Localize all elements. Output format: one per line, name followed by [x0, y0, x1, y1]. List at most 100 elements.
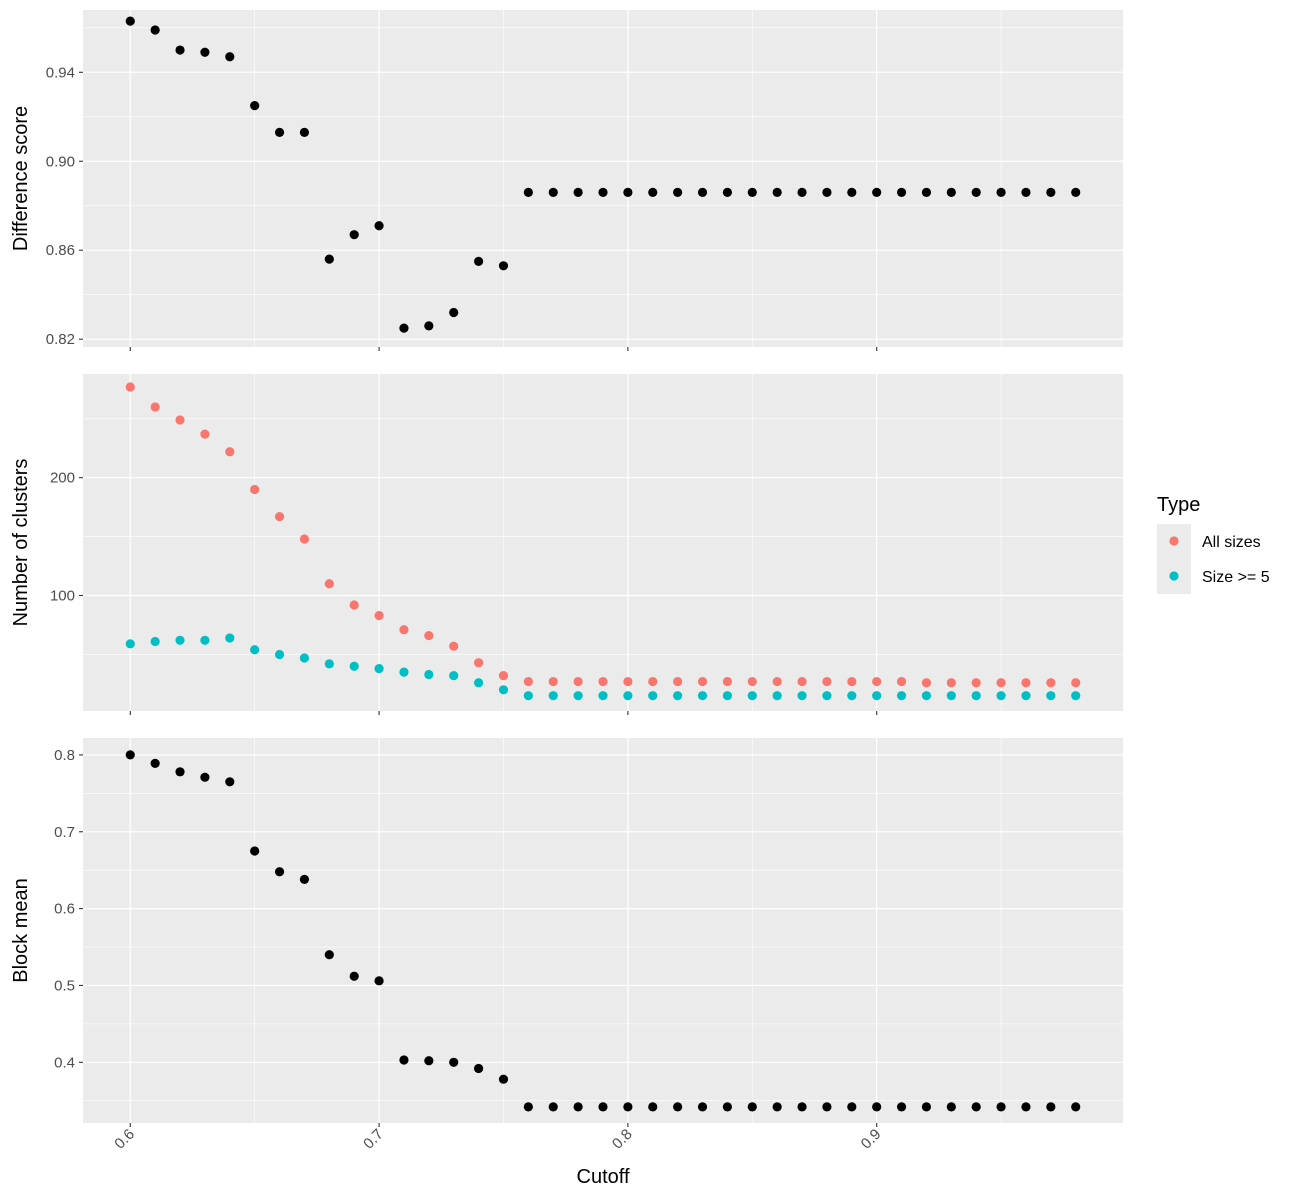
- series-1: [125, 16, 1081, 333]
- x-tick-label: 0.8: [609, 1126, 636, 1153]
- data-point: [946, 1102, 956, 1112]
- y-tick-label: 0.82: [46, 331, 75, 348]
- data-point: [623, 187, 633, 198]
- data-point: [125, 16, 135, 26]
- panel-background: [83, 10, 1123, 347]
- data-point: [274, 649, 285, 660]
- data-point: [374, 663, 384, 674]
- data-point: [946, 678, 956, 688]
- data-point: [299, 127, 310, 137]
- data-point: [598, 676, 608, 687]
- data-point: [1021, 678, 1031, 688]
- data-point: [1021, 187, 1031, 198]
- data-point: [598, 1102, 608, 1112]
- data-point: [573, 187, 583, 198]
- data-point: [250, 484, 260, 495]
- series-1: [125, 382, 1081, 688]
- chart-panels: 0.82 0.86 0.90 0.94 Difference score 100 200 Nu…: [10, 10, 1123, 1153]
- y-tick-label: 0.94: [46, 64, 75, 81]
- data-point: [449, 641, 459, 651]
- legend-key-all-sizes: [1169, 536, 1179, 546]
- data-point: [349, 230, 359, 240]
- data-point: [274, 511, 285, 522]
- data-point: [697, 187, 708, 198]
- data-point: [349, 661, 359, 671]
- data-point: [946, 691, 956, 701]
- data-point: [822, 1102, 832, 1112]
- y-tick-label: 0.6: [54, 901, 75, 918]
- data-point: [996, 691, 1006, 701]
- legend-key-background: [1157, 524, 1191, 594]
- data-point: [473, 678, 484, 688]
- y-tick-label: 0.7: [54, 824, 75, 841]
- data-point: [921, 187, 932, 198]
- data-point: [648, 187, 658, 198]
- data-point: [449, 307, 459, 318]
- data-point: [673, 1102, 683, 1112]
- data-point: [299, 534, 310, 544]
- data-point: [872, 676, 882, 687]
- data-point: [822, 691, 832, 701]
- data-point: [722, 691, 733, 701]
- data-point: [1046, 691, 1056, 701]
- data-point: [150, 758, 160, 768]
- data-point: [250, 846, 260, 856]
- data-point: [996, 1102, 1006, 1112]
- data-point: [772, 691, 782, 701]
- data-point: [722, 1102, 733, 1112]
- data-point: [200, 429, 210, 439]
- data-point: [399, 625, 409, 635]
- data-point: [374, 221, 384, 231]
- data-point: [324, 659, 334, 669]
- y-axis-title: Number of clusters: [10, 459, 32, 627]
- data-point: [673, 676, 683, 687]
- data-point: [648, 1102, 658, 1112]
- data-point: [498, 671, 509, 681]
- data-point: [847, 1102, 857, 1112]
- data-point: [872, 691, 882, 701]
- series-2: [125, 633, 1081, 701]
- data-point: [921, 678, 932, 688]
- data-point: [1046, 678, 1056, 688]
- data-point: [1046, 1102, 1056, 1112]
- data-point: [374, 610, 384, 621]
- data-point: [623, 676, 633, 687]
- data-point: [797, 676, 807, 687]
- data-point: [1071, 1102, 1081, 1112]
- data-point: [399, 1055, 409, 1065]
- data-point: [996, 678, 1006, 688]
- data-point: [573, 1102, 583, 1112]
- data-point: [971, 691, 981, 701]
- data-point: [1021, 691, 1031, 701]
- data-point: [623, 691, 633, 701]
- legend-key-size-5: [1169, 571, 1179, 581]
- y-tick-label: 200: [50, 470, 75, 487]
- data-point: [822, 676, 832, 687]
- data-point: [225, 447, 235, 457]
- data-point: [797, 691, 807, 701]
- y-tick-label: 0.4: [54, 1054, 75, 1071]
- data-point: [772, 1102, 782, 1112]
- y-tick-label: 0.86: [46, 242, 75, 259]
- data-point: [324, 579, 334, 589]
- data-point: [722, 676, 733, 687]
- data-point: [971, 678, 981, 688]
- data-point: [548, 676, 558, 687]
- data-point: [573, 691, 583, 701]
- legend: Type All sizes Size >= 5: [1157, 494, 1270, 594]
- data-point: [175, 45, 185, 55]
- panel-3: 0.4 0.5 0.6 0.7 0.8 Block mean 0.6 0.7 0.8 0.9: [10, 738, 1123, 1153]
- data-point: [125, 382, 135, 392]
- data-point: [523, 691, 533, 701]
- x-tick-label: 0.9: [858, 1126, 885, 1153]
- data-point: [200, 635, 210, 645]
- data-point: [473, 256, 484, 266]
- data-point: [971, 1102, 981, 1112]
- data-point: [299, 653, 310, 663]
- data-point: [797, 187, 807, 198]
- data-point: [872, 187, 882, 198]
- data-point: [697, 1102, 708, 1112]
- data-point: [150, 636, 160, 647]
- data-point: [673, 187, 683, 198]
- data-point: [225, 777, 235, 787]
